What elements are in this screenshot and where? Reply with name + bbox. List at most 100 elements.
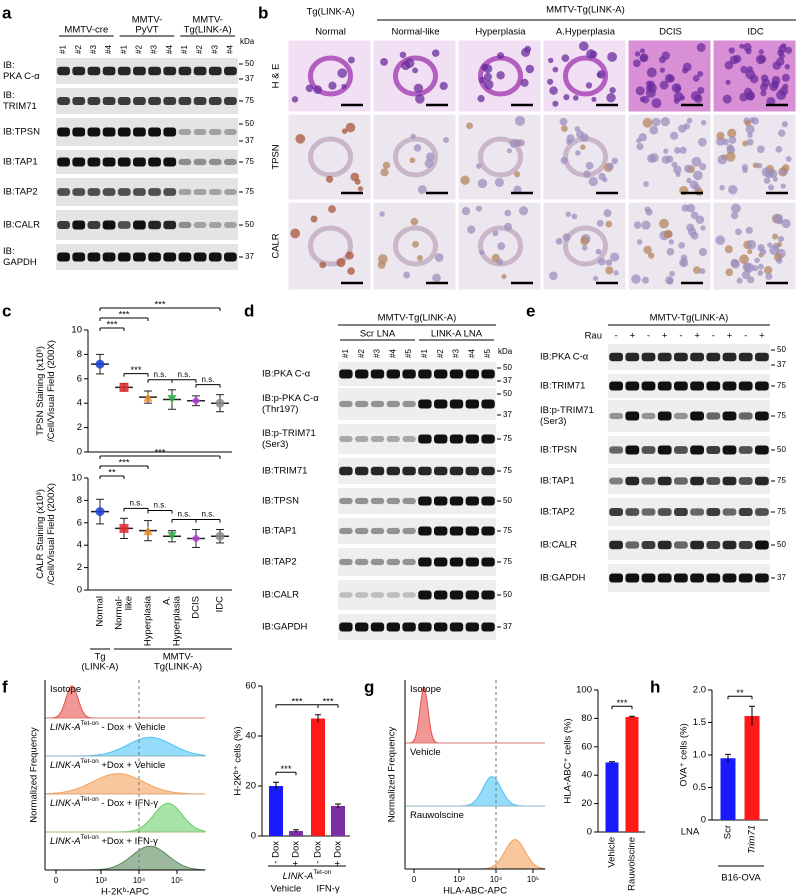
cell xyxy=(757,263,764,270)
lane-label: #2 xyxy=(357,349,366,358)
blot-band xyxy=(339,400,353,408)
blot-band xyxy=(355,497,369,505)
cell xyxy=(665,276,674,285)
axis-title: LNA xyxy=(681,827,700,838)
cell xyxy=(776,90,787,100)
cell xyxy=(761,167,772,177)
lane-label: #1 xyxy=(180,45,189,54)
blot-band xyxy=(690,476,704,486)
x-tick-label: DCIS xyxy=(191,596,202,619)
marker-label: 75 xyxy=(777,381,786,390)
group-label: MMTV-Tg(LINK-A) xyxy=(650,313,729,324)
blot-band xyxy=(434,399,448,409)
group-label: MMTV- xyxy=(132,15,163,26)
blot-band xyxy=(690,573,704,583)
mean-marker xyxy=(167,395,177,405)
cell xyxy=(513,171,521,178)
column-label: Normal xyxy=(315,27,346,38)
label-rest: - Dox + IFN-γ xyxy=(99,798,159,809)
blot-strip xyxy=(56,88,238,114)
cell xyxy=(443,136,449,143)
blot-band xyxy=(641,540,656,550)
lane-label: + xyxy=(662,331,668,342)
cell xyxy=(477,178,488,189)
lane-label: #5 xyxy=(404,349,413,358)
blot-band xyxy=(418,434,432,444)
blot-band xyxy=(641,508,656,516)
cell xyxy=(717,154,728,165)
cell xyxy=(581,245,588,251)
cell xyxy=(606,92,616,103)
cell xyxy=(497,52,505,60)
blot-band xyxy=(117,127,131,137)
blot-band xyxy=(355,436,369,442)
group-label: B16-OVA xyxy=(721,873,761,884)
cell xyxy=(562,233,571,242)
blot-band xyxy=(163,252,177,262)
blot-band xyxy=(625,352,640,362)
y-axis-label: Normalized Frequency xyxy=(29,727,40,823)
micrograph xyxy=(372,39,457,113)
blot-band xyxy=(481,496,495,506)
mean-marker xyxy=(95,359,105,369)
x-tick-label: A. xyxy=(162,596,173,605)
bar xyxy=(269,786,283,836)
cell xyxy=(772,61,781,70)
row-label: CALR xyxy=(271,233,282,258)
blot-band xyxy=(755,352,769,362)
group-label: Tg xyxy=(94,652,105,663)
y-tick-label: 0 xyxy=(587,827,592,838)
cell xyxy=(725,151,736,162)
blot-label: IB:CALR xyxy=(3,220,40,231)
label-main: LINK-A xyxy=(50,798,81,809)
lane-label: - xyxy=(679,331,682,342)
cell xyxy=(632,59,641,68)
blot-band xyxy=(609,477,623,485)
blot-strip xyxy=(56,178,238,206)
blot-band xyxy=(449,369,464,379)
marker-label: 50 xyxy=(503,496,512,505)
blot-label: IB:TAP1 xyxy=(262,526,297,537)
label-rest: +Dox + Vehicle xyxy=(99,760,166,771)
blot-label: IB:TAP2 xyxy=(3,187,38,198)
x-tick-label: 0 xyxy=(54,876,59,885)
x-tick-label: Hyperplasia xyxy=(172,595,183,646)
cell xyxy=(693,94,703,103)
cell xyxy=(565,211,571,217)
blot-band xyxy=(434,466,448,476)
cell xyxy=(776,242,783,248)
cell xyxy=(725,268,734,277)
cell xyxy=(659,67,666,73)
blot-band xyxy=(402,497,416,505)
cell xyxy=(460,175,470,185)
blot-band xyxy=(339,466,353,476)
marker-label: 75 xyxy=(245,157,254,166)
label-main: Isotope xyxy=(50,684,81,695)
blot-band xyxy=(402,400,416,408)
cell xyxy=(576,130,585,139)
blot-band xyxy=(418,399,432,409)
y-tick-label: 0 xyxy=(77,447,82,458)
cell xyxy=(765,272,773,280)
blot-band xyxy=(355,558,369,566)
blot-band xyxy=(625,508,640,516)
blot-band xyxy=(117,252,131,262)
blot-band xyxy=(57,127,70,137)
label-sup: Tet-on xyxy=(313,869,331,876)
blot-band xyxy=(133,252,146,262)
cell xyxy=(781,164,790,172)
cell xyxy=(670,131,679,140)
blot-band xyxy=(224,252,237,262)
cell xyxy=(766,96,776,106)
y-tick-label: 80 xyxy=(581,713,592,724)
blot-band xyxy=(148,96,161,106)
blot-band xyxy=(674,412,688,420)
blot-band xyxy=(625,445,640,455)
lane-label: + xyxy=(759,331,765,342)
marker-label: 37 xyxy=(503,376,512,385)
mean-marker xyxy=(167,531,177,541)
cell xyxy=(722,94,732,104)
cell xyxy=(648,252,655,259)
x-tick-label: + Dox xyxy=(333,841,344,866)
marker-label: 75 xyxy=(245,187,254,196)
